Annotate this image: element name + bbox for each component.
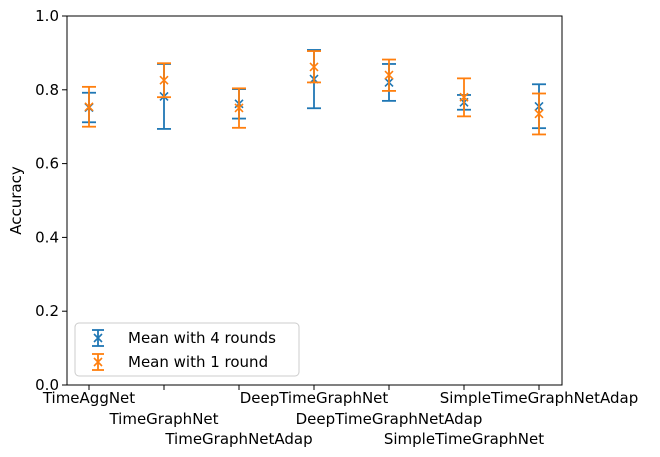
data-point-marker — [159, 75, 169, 85]
y-tick-label: 1.0 — [35, 7, 59, 25]
legend-entry-label: Mean with 4 rounds — [128, 329, 276, 347]
legend-box — [74, 322, 300, 377]
y-tick-label: 0.6 — [35, 155, 59, 173]
data-point-marker — [84, 102, 94, 112]
y-tick-label: 0.2 — [35, 302, 59, 320]
x-tick-label: SimpleTimeGraphNetAdap — [440, 389, 639, 407]
y-axis-label: Accuracy — [7, 166, 25, 235]
x-tick-label: TimeGraphNetAdap — [164, 430, 312, 448]
y-tick-label: 0.4 — [35, 228, 59, 246]
x-tick-label: DeepTimeGraphNet — [240, 389, 389, 407]
data-point-marker — [384, 70, 394, 80]
legend-marker — [93, 357, 103, 367]
y-tick-label: 0.8 — [35, 81, 59, 99]
legend-marker — [93, 333, 103, 343]
x-tick-label: SimpleTimeGraphNet — [384, 430, 544, 448]
series-marks — [82, 49, 546, 136]
y-axis: 0.0 0.2 0.4 0.6 0.8 1.0 — [35, 7, 67, 394]
data-point-marker — [309, 62, 319, 72]
legend-entry-label: Mean with 1 round — [128, 353, 268, 371]
data-point-marker — [234, 103, 244, 113]
x-axis: TimeAggNet TimeGraphNet TimeGraphNetAdap De… — [42, 385, 638, 448]
series-group — [82, 50, 546, 136]
x-tick-label: TimeAggNet — [42, 389, 135, 407]
data-point-marker — [459, 92, 469, 102]
legend: Mean with 4 rounds Mean with 1 round — [74, 322, 300, 377]
plot-area-frame — [66, 15, 563, 386]
y-tick-label: 0.0 — [35, 376, 59, 394]
data-point-marker — [534, 109, 544, 119]
x-tick-label: DeepTimeGraphNetAdap — [296, 410, 483, 428]
x-tick-label: TimeGraphNet — [108, 410, 218, 428]
